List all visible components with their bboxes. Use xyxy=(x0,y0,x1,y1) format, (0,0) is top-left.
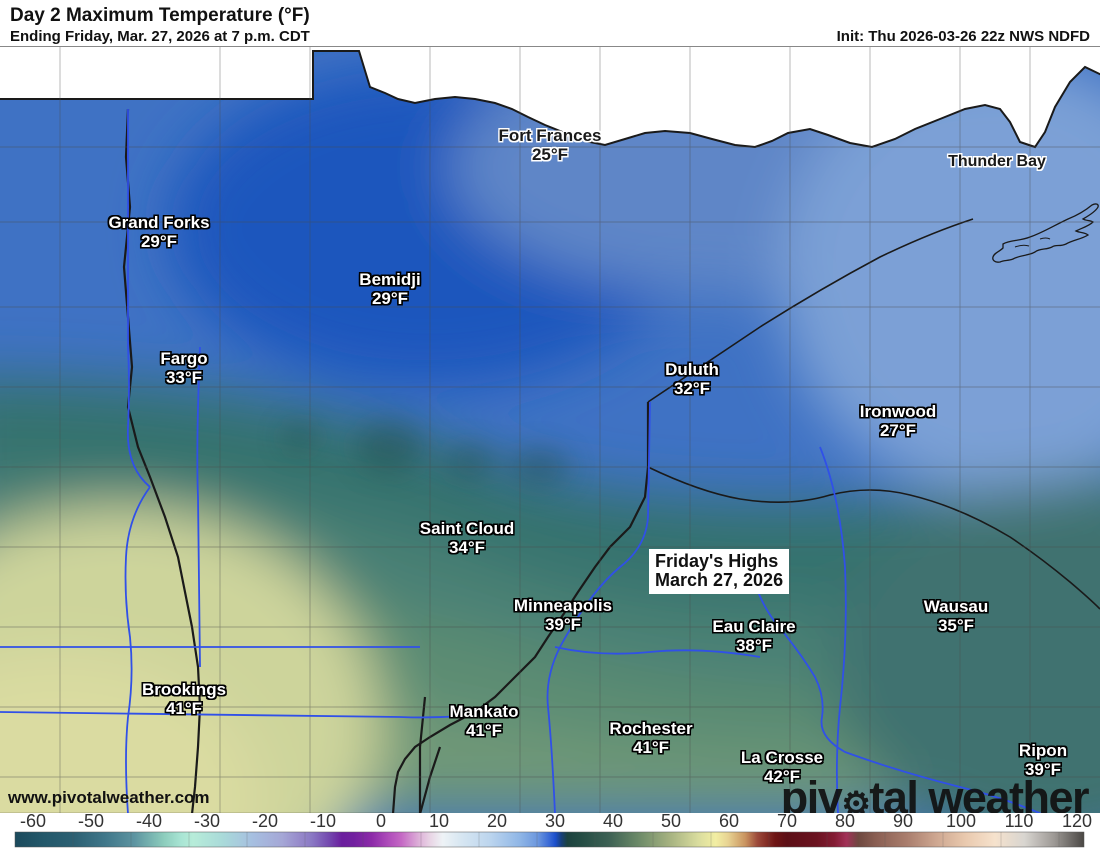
svg-text:-60: -60 xyxy=(20,813,46,831)
svg-text:110: 110 xyxy=(1005,813,1034,831)
svg-text:-10: -10 xyxy=(310,813,336,831)
svg-text:100: 100 xyxy=(946,813,976,831)
svg-text:-40: -40 xyxy=(136,813,162,831)
svg-text:50: 50 xyxy=(661,813,681,831)
svg-text:80: 80 xyxy=(835,813,855,831)
svg-text:90: 90 xyxy=(893,813,913,831)
svg-text:0: 0 xyxy=(376,813,386,831)
svg-text:60: 60 xyxy=(719,813,739,831)
svg-text:-50: -50 xyxy=(78,813,104,831)
svg-text:10: 10 xyxy=(429,813,449,831)
svg-text:-30: -30 xyxy=(194,813,220,831)
svg-text:70: 70 xyxy=(777,813,797,831)
svg-text:120: 120 xyxy=(1062,813,1092,831)
svg-text:20: 20 xyxy=(487,813,507,831)
svg-text:-20: -20 xyxy=(252,813,278,831)
svg-text:40: 40 xyxy=(603,813,623,831)
svg-text:30: 30 xyxy=(545,813,565,831)
